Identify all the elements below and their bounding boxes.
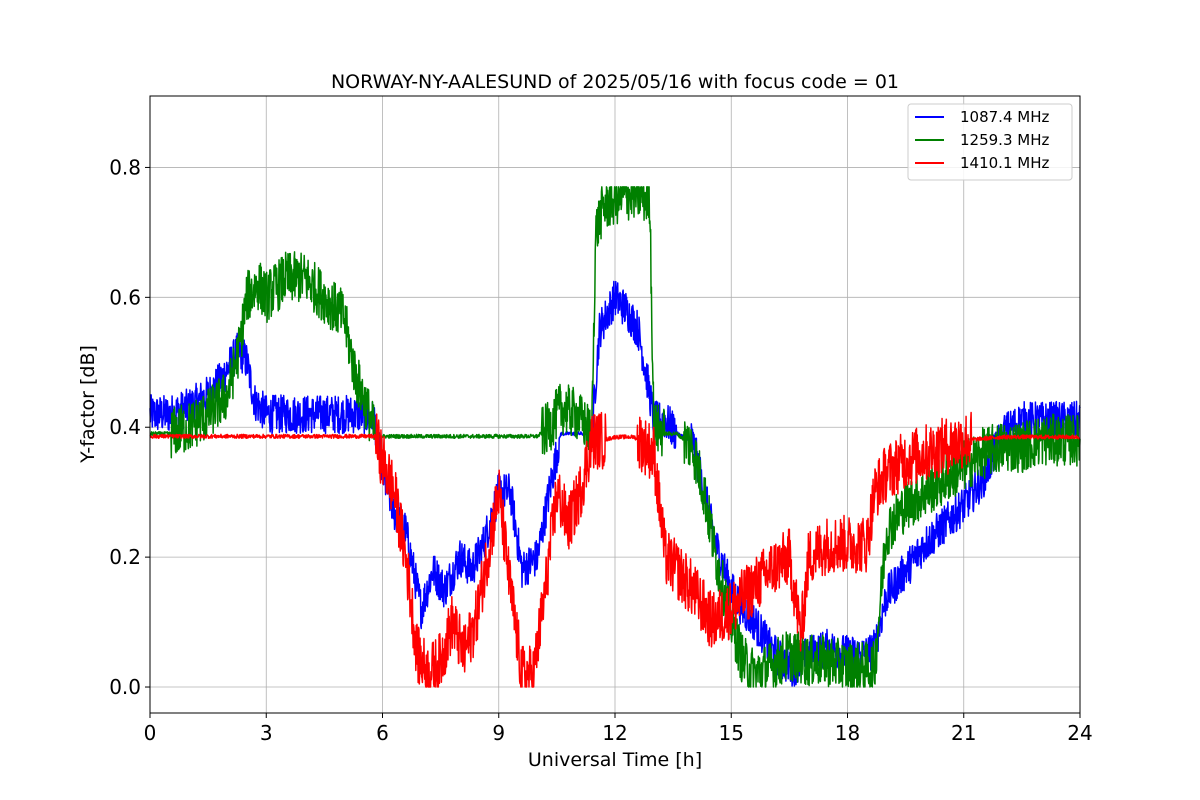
- legend: 1087.4 MHz 1259.3 MHz 1410.1 MHz: [907, 103, 1073, 181]
- x-tick-label: 9: [492, 721, 505, 745]
- legend-box: [907, 103, 1073, 181]
- legend-label: 1259.3 MHz: [960, 131, 1049, 149]
- x-axis-label: Universal Time [h]: [528, 749, 702, 771]
- y-tick-label: 0.0: [109, 675, 141, 699]
- y-tick-label: 0.6: [109, 285, 141, 309]
- series-line-3: [149, 411, 1081, 688]
- x-tick-label: 15: [719, 721, 744, 745]
- chart-title: NORWAY-NY-AALESUND of 2025/05/16 with fo…: [331, 71, 899, 93]
- x-tick-label: 21: [951, 721, 976, 745]
- x-tick-label: 0: [144, 721, 157, 745]
- x-tick-label: 18: [835, 721, 860, 745]
- series-line-1: [149, 280, 1081, 687]
- series-line-2: [149, 186, 1081, 688]
- y-axis-label: Y-factor [dB]: [77, 345, 99, 464]
- y-tick-label: 0.4: [109, 415, 141, 439]
- series-layer: [149, 186, 1081, 688]
- legend-label: 1410.1 MHz: [960, 154, 1049, 172]
- tick-layer: 0 3 6 9 12 15 18 21 24 0.0 0.2 0.4 0.6 0.8: [109, 155, 1093, 745]
- x-tick-label: 12: [602, 721, 627, 745]
- y-tick-label: 0.8: [109, 155, 141, 179]
- y-tick-label: 0.2: [109, 545, 141, 569]
- x-tick-label: 6: [376, 721, 389, 745]
- x-tick-label: 3: [260, 721, 273, 745]
- legend-label: 1087.4 MHz: [960, 108, 1049, 126]
- x-tick-label: 24: [1067, 721, 1092, 745]
